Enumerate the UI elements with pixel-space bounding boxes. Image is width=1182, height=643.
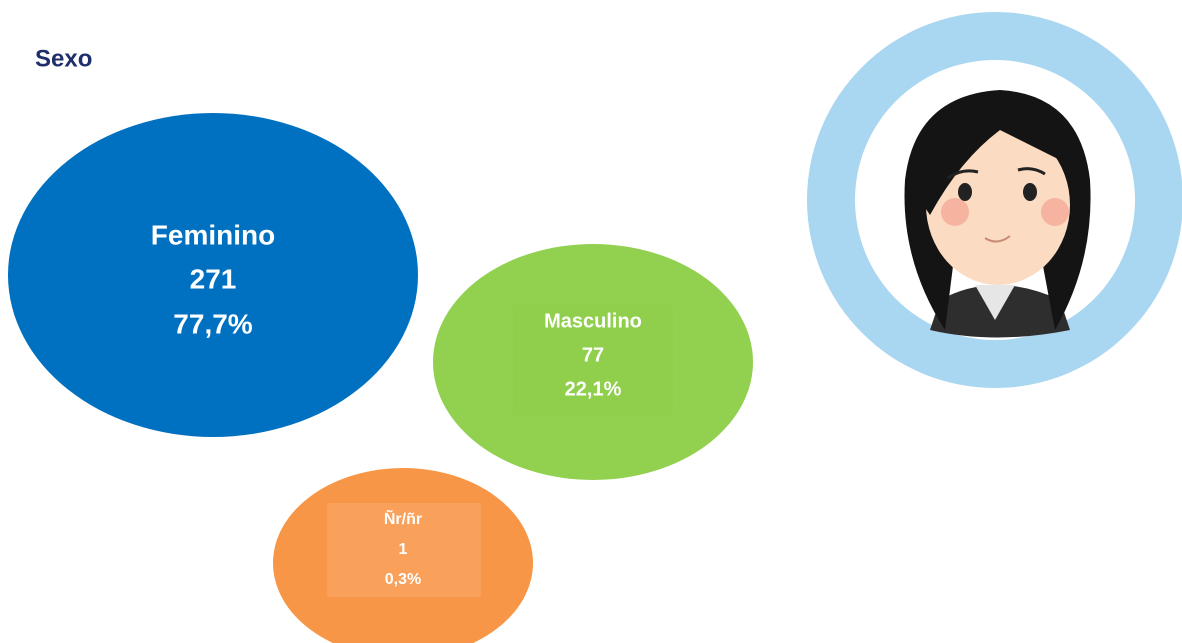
percent: 77,7% xyxy=(173,308,252,339)
label-box xyxy=(513,305,673,415)
count: 1 xyxy=(399,541,408,558)
label-box xyxy=(327,503,481,597)
percent: 0,3% xyxy=(385,571,421,588)
bubble-feminino xyxy=(8,113,418,437)
label: Masculino xyxy=(544,310,642,332)
title: Sexo xyxy=(35,45,92,72)
percent: 22,1% xyxy=(565,378,622,400)
avatar xyxy=(807,12,1182,388)
label: Feminino xyxy=(151,219,275,250)
count: 271 xyxy=(190,263,237,294)
count: 77 xyxy=(582,344,604,366)
label: Ñr/ñr xyxy=(384,508,422,528)
